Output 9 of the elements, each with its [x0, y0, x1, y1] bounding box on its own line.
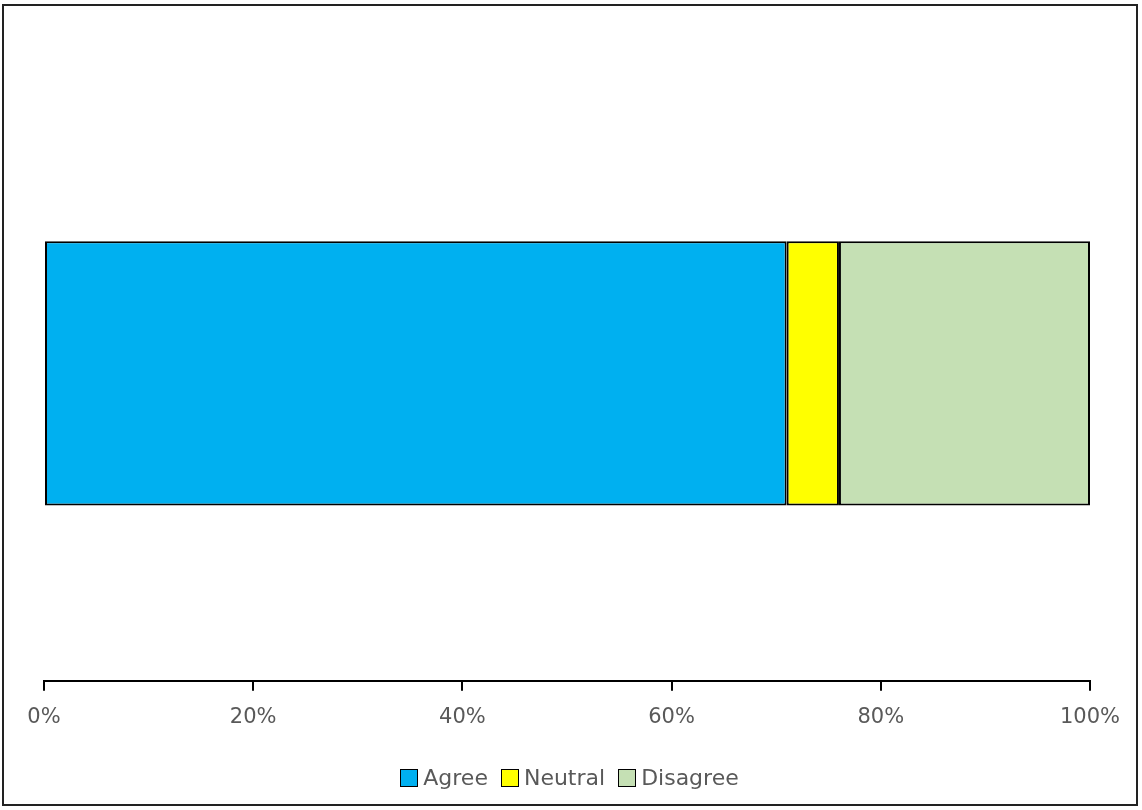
x-tick-label: 80%: [857, 703, 905, 728]
x-tick-label: 0%: [27, 703, 61, 728]
x-tick-label: 100%: [1059, 703, 1121, 728]
x-tick-label: 60%: [648, 703, 695, 728]
legend-label: Disagree: [641, 765, 739, 790]
legend-label: Agree: [423, 765, 488, 790]
x-tick-label: 40%: [439, 703, 486, 728]
legend-label: Neutral: [523, 765, 606, 790]
x-tick-label: 20%: [229, 703, 277, 728]
